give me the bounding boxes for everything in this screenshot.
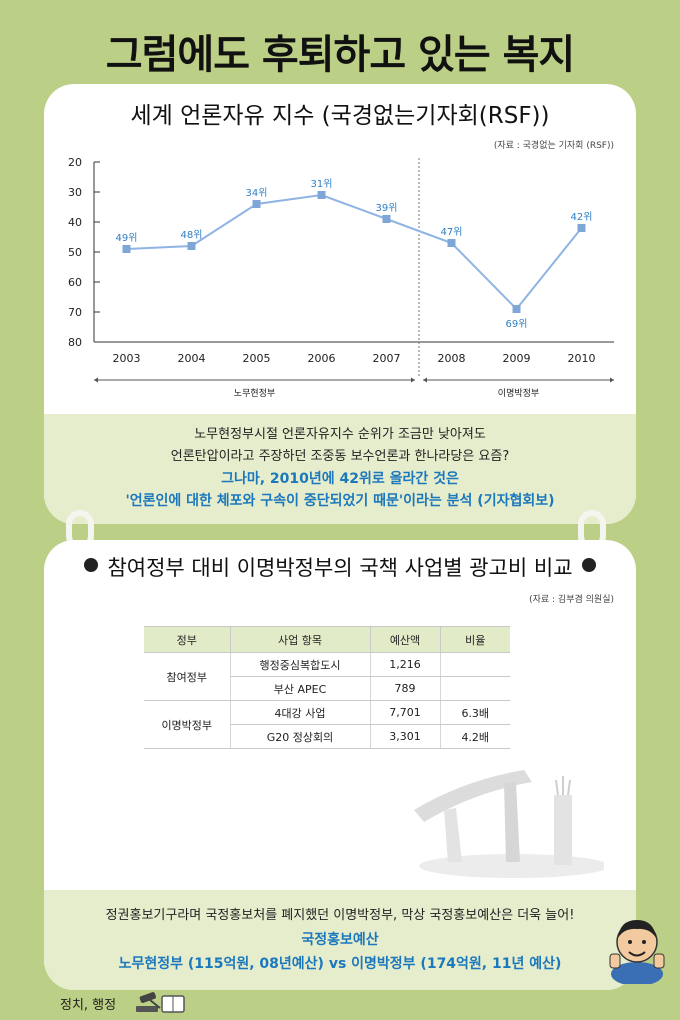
- data-label: 49위: [116, 231, 138, 244]
- x-tick-label: 2006: [308, 352, 336, 365]
- y-tick-label: 20: [68, 156, 82, 169]
- x-tick-label: 2010: [568, 352, 596, 365]
- data-point: [187, 242, 196, 250]
- data-label: 34위: [246, 186, 268, 199]
- bottom-highlight-1: 국정홍보예산: [301, 932, 379, 948]
- x-tick-label: 2003: [113, 352, 141, 365]
- bottom-caption-line-1: 정권홍보기구라며 국정홍보처를 폐지했던 이명박정부, 막상 국정홍보예산은 더…: [105, 908, 575, 923]
- data-point: [447, 239, 456, 247]
- caption-line-2: 언론탄압이라고 주장하던 조중동 보수언론과 한나라당은 요즘?: [170, 449, 510, 464]
- era-arrow-right: [610, 377, 614, 383]
- header-government: 정부: [144, 626, 231, 653]
- ratio-cell: 6.3배: [440, 700, 510, 725]
- x-tick-label: 2005: [243, 352, 271, 365]
- header-ratio: 비율: [440, 626, 510, 653]
- press-freedom-panel: 세계 언론자유 지수 (국경없는기자회(RSF)) (자료 : 국경없는 기자회…: [44, 84, 636, 524]
- x-tick-label: 2007: [373, 352, 401, 365]
- ratio-cell: [440, 652, 510, 677]
- era-label: 이명박정부: [498, 388, 539, 399]
- series-line: [126, 193, 583, 311]
- bottom-highlight-2: 노무현정부 (115억원, 08년예산) vs 이명박정부 (174억원, 11…: [118, 956, 562, 972]
- caption-line-1: 노무현정부시절 언론자유지수 순위가 조금만 낮아져도: [194, 427, 486, 442]
- government-cell: 이명박정부: [144, 700, 231, 749]
- table-row: 참여정부 행정중심복합도시 1,216: [144, 652, 510, 701]
- ratio-cell: 4.2배: [440, 724, 510, 749]
- data-label: 31위: [311, 177, 333, 190]
- binder-hole-right: [582, 558, 596, 572]
- data-point: [512, 305, 521, 313]
- budget-table: 정부 사업 항목 예산액 비율 참여정부 행정중심복합도시 1,216 부산 A…: [144, 626, 510, 749]
- header-amount: 예산액: [370, 626, 441, 653]
- caption-highlight-1: 그나마, 2010년에 42위로 올라간 것은: [221, 471, 459, 487]
- data-label: 48위: [181, 228, 203, 241]
- era-arrow-left: [94, 377, 98, 383]
- y-tick-label: 30: [68, 186, 82, 199]
- y-tick-label: 60: [68, 276, 82, 289]
- table-title: 참여정부 대비 이명박정부의 국책 사업별 광고비 비교: [107, 556, 573, 580]
- header-item: 사업 항목: [230, 626, 371, 653]
- budget-panel: 참여정부 대비 이명박정부의 국책 사업별 광고비 비교 (자료 : 김부겸 의…: [44, 540, 636, 990]
- y-tick-label: 50: [68, 246, 82, 259]
- government-cell: 참여정부: [144, 652, 231, 701]
- x-tick-label: 2009: [503, 352, 531, 365]
- y-tick-label: 40: [68, 216, 82, 229]
- data-point: [382, 215, 391, 223]
- data-label: 69위: [506, 317, 528, 330]
- table-row: G20 정상회의 3,301 4.2배: [144, 724, 510, 749]
- data-point: [317, 191, 326, 199]
- data-point: [577, 224, 586, 232]
- thumbs-up-character-icon: [609, 920, 665, 984]
- press-freedom-chart: 20 30 40 50 60 70 80 2003 2004 2005 2006 2007 2008 20…: [68, 156, 614, 399]
- amount-cell: 1,216: [370, 652, 441, 677]
- chart-source: (자료 : 국경없는 기자회 (RSF)): [493, 141, 614, 151]
- table-row: 이명박정부 4대강 사업 7,701 6.3배: [144, 700, 510, 749]
- data-label: 39위: [376, 201, 398, 214]
- chart-caption: 노무현정부시절 언론자유지수 순위가 조금만 낮아져도 언론탄압이라고 주장하던…: [44, 414, 636, 524]
- amount-cell: 7,701: [370, 700, 441, 725]
- gavel-book-icon: [136, 992, 185, 1013]
- era-label: 노무현정부: [234, 388, 275, 399]
- amount-cell: 3,301: [370, 724, 441, 749]
- data-point: [252, 200, 261, 208]
- chart-title: 세계 언론자유 지수 (국경없는기자회(RSF)): [130, 103, 550, 129]
- era-arrow-left: [423, 377, 427, 383]
- monument-illustration: [414, 770, 604, 878]
- x-tick-label: 2008: [438, 352, 466, 365]
- table-row: 부산 APEC 789: [144, 676, 510, 701]
- y-tick-label: 80: [68, 336, 82, 349]
- binder-hole-left: [84, 558, 98, 572]
- era-arrow-right: [411, 377, 415, 383]
- y-tick-label: 70: [68, 306, 82, 319]
- table-header-row: 정부 사업 항목 예산액 비율: [144, 626, 510, 653]
- item-cell: 4대강 사업: [230, 700, 371, 725]
- amount-cell: 789: [370, 676, 441, 701]
- item-cell: G20 정상회의: [230, 724, 371, 749]
- table-source: (자료 : 김부겸 의원실): [529, 595, 614, 605]
- bottom-caption: 정권홍보기구라며 국정홍보처를 폐지했던 이명박정부, 막상 국정홍보예산은 더…: [44, 890, 636, 990]
- page-title: 그럼에도 후퇴하고 있는 복지: [105, 32, 575, 78]
- x-tick-label: 2004: [178, 352, 206, 365]
- data-label: 42위: [571, 210, 593, 223]
- item-cell: 행정중심복합도시: [230, 652, 371, 677]
- data-label: 47위: [441, 225, 463, 238]
- category-label: 정치, 행정: [60, 998, 117, 1013]
- caption-highlight-2: '언론인에 대한 체포와 구속이 중단되었기 때문'이라는 분석 (기자협회보): [125, 493, 555, 509]
- data-point: [122, 245, 131, 253]
- ratio-cell: [440, 676, 510, 701]
- item-cell: 부산 APEC: [230, 676, 371, 701]
